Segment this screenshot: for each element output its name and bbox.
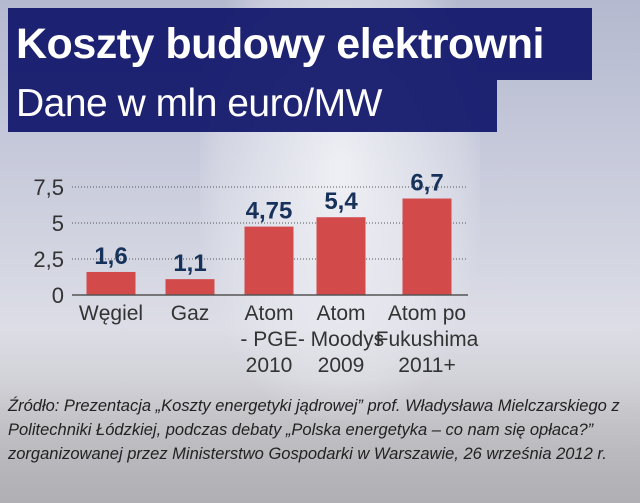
y-tick-label: 5 [52, 211, 64, 236]
data-label: 1,1 [173, 250, 206, 277]
bar-chart: 0 2,5 5 7,5 1,6 Węgiel 1,1 Gaz 4,75 Atom - PGE 2010… [33, 170, 479, 377]
y-tick-label: 2,5 [33, 247, 64, 272]
x-tick-label: 2010 [246, 354, 293, 377]
x-tick-label: Węgiel [79, 302, 143, 325]
data-label: 1,6 [94, 243, 127, 270]
x-tick-label: Gaz [171, 302, 210, 325]
x-tick-label: Atom [244, 302, 293, 325]
data-label: 5,4 [324, 188, 358, 215]
x-tick-label: 2011+ [398, 354, 455, 377]
bar [165, 279, 215, 295]
y-tick-label: 0 [52, 283, 64, 308]
chart-subtitle: Dane w mln euro/MW [8, 80, 497, 132]
x-tick-label: - PGE [240, 328, 297, 351]
bar [244, 226, 294, 295]
data-label: 6,7 [410, 170, 443, 197]
data-label: 4,75 [246, 198, 293, 225]
bar [402, 198, 452, 295]
background-ground [0, 380, 640, 503]
x-tick-label: 2009 [318, 354, 365, 377]
y-tick-label: 7,5 [33, 175, 64, 200]
bar [86, 271, 136, 295]
chart-title: Koszty budowy elektrowni [8, 8, 592, 80]
bar [316, 217, 366, 295]
x-tick-label: Atom po [388, 302, 466, 325]
x-tick-label: - Moodys [298, 328, 384, 351]
x-tick-label: Fukushima [376, 328, 479, 351]
source-note: Źródło: Prezentacja „Koszty energetyki j… [8, 397, 620, 463]
x-tick-label: Atom [316, 302, 365, 325]
